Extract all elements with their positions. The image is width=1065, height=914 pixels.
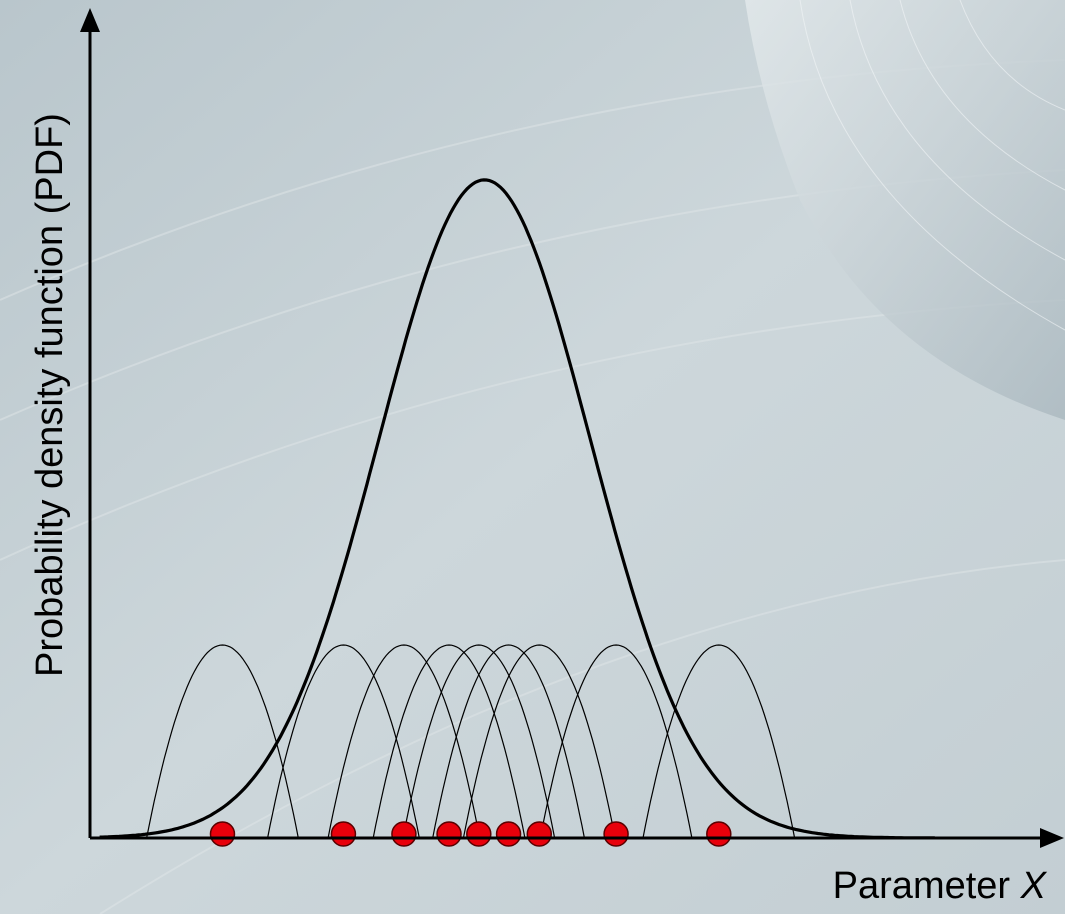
kernel <box>146 644 299 839</box>
kernel <box>267 644 420 839</box>
sample-point <box>391 821 417 847</box>
sample-point <box>436 821 462 847</box>
sample-point <box>706 821 732 847</box>
disc-lines <box>799 0 1065 331</box>
sample-point <box>209 821 236 847</box>
sample-point <box>603 821 629 847</box>
x-axis-arrow <box>1040 828 1064 848</box>
sample-point <box>330 821 357 847</box>
sample-point <box>526 821 553 847</box>
kernel <box>462 644 616 839</box>
y-axis-label: Probability density function (PDF) <box>29 113 71 677</box>
kernel <box>372 644 526 839</box>
sample-point <box>495 821 522 847</box>
kernel <box>432 644 585 839</box>
kernel <box>327 644 481 839</box>
kernel <box>642 644 796 839</box>
kernel <box>539 644 693 839</box>
plot <box>99 178 935 847</box>
x-axis-label-text: Parameter <box>833 865 1021 907</box>
kernel <box>402 644 556 839</box>
density-curve <box>99 178 935 840</box>
x-axis-label-variable: X <box>1020 865 1048 907</box>
x-axis-label: Parameter X <box>833 865 1048 907</box>
y-axis-arrow <box>80 8 100 32</box>
sample-point <box>466 821 492 847</box>
